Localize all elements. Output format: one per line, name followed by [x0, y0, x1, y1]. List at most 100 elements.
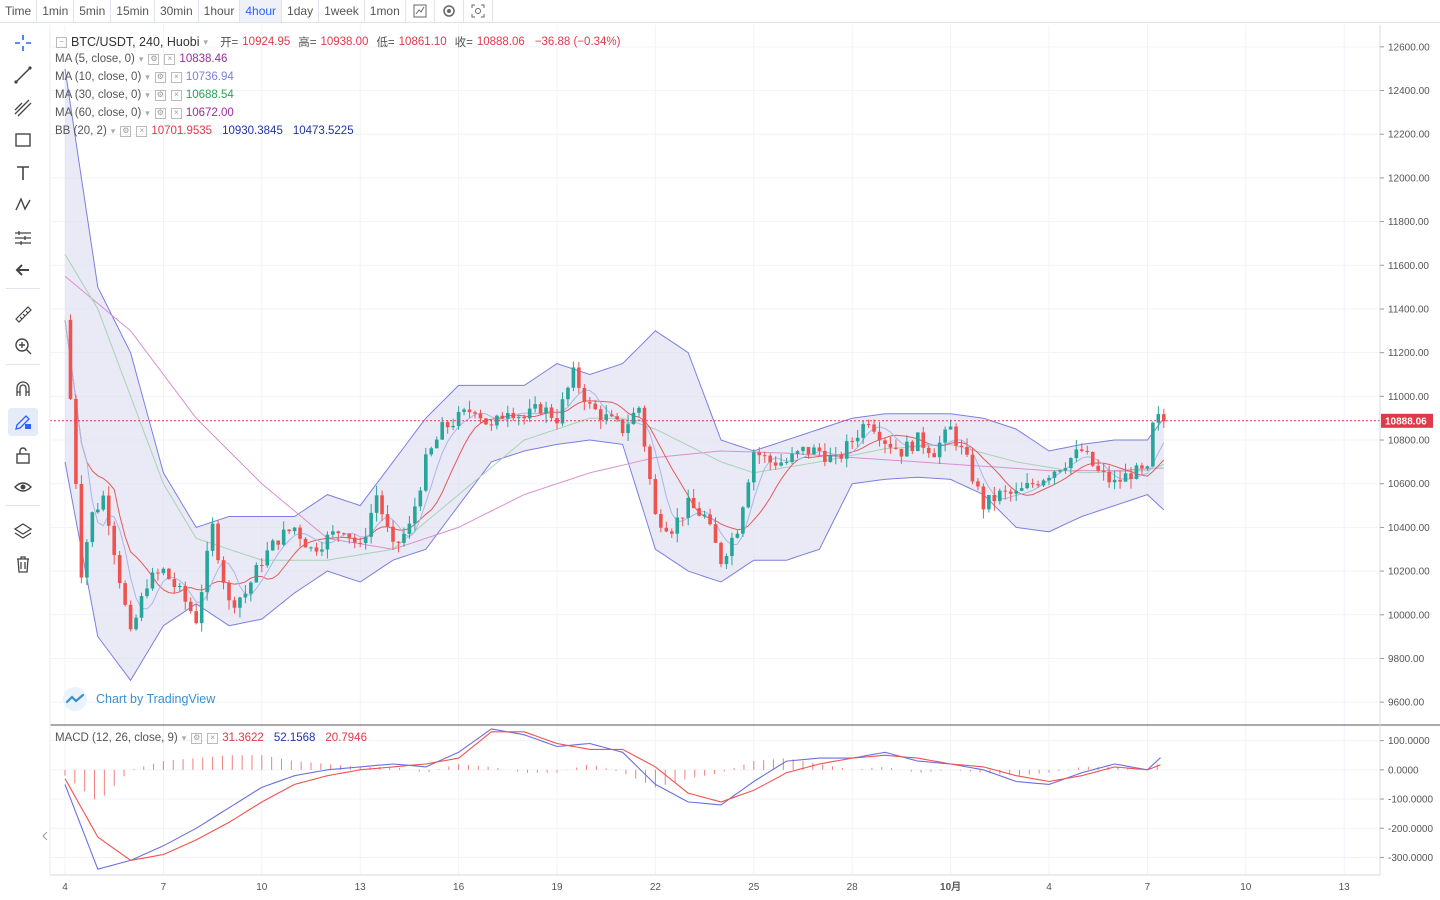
- pencil-lock-icon[interactable]: [8, 408, 38, 436]
- bollinger-upper-line: [64, 68, 1165, 528]
- interval-1mon[interactable]: 1mon: [365, 0, 406, 22]
- trash-icon[interactable]: [8, 550, 38, 578]
- price-tick-label: 9600.00: [1388, 698, 1425, 709]
- close-icon[interactable]: ×: [170, 107, 182, 119]
- interval-5min[interactable]: 5min: [74, 0, 112, 22]
- ma5-value: 10838.46: [179, 53, 228, 65]
- candle: [123, 580, 127, 607]
- settings-icon[interactable]: ⚙: [148, 53, 160, 65]
- close-icon[interactable]: ×: [170, 71, 182, 83]
- last-price-tag-text: 10888.06: [1385, 416, 1427, 427]
- open-label: 开=: [220, 37, 239, 49]
- chevron-down-icon[interactable]: ▾: [145, 107, 150, 118]
- ma60-value: 10672.00: [185, 107, 234, 119]
- screenshot-icon[interactable]: [464, 0, 493, 22]
- settings-icon[interactable]: ⚙: [120, 125, 132, 137]
- indicator-icon[interactable]: [406, 0, 435, 22]
- candle: [1014, 482, 1018, 502]
- interval-30min[interactable]: 30min: [155, 0, 199, 22]
- candle-body: [877, 431, 882, 441]
- toolbar-divider: [6, 364, 40, 365]
- candle-body: [555, 417, 559, 424]
- candle-body: [221, 560, 226, 583]
- chevron-down-icon[interactable]: ▾: [138, 53, 144, 64]
- chevron-down-icon[interactable]: ▾: [145, 89, 150, 100]
- candle-body: [566, 387, 570, 400]
- interval-4hour[interactable]: 4hour: [240, 0, 283, 22]
- candle-body: [1069, 458, 1073, 469]
- interval-15min[interactable]: 15min: [111, 0, 155, 22]
- pattern-icon[interactable]: [8, 191, 38, 219]
- candle-body: [347, 533, 352, 538]
- settings-icon[interactable]: ⚙: [154, 89, 166, 101]
- candle: [79, 475, 84, 584]
- ma30-line: [64, 254, 1164, 561]
- interval-time[interactable]: Time: [0, 0, 38, 22]
- chevron-down-icon[interactable]: ▾: [181, 732, 187, 743]
- candle: [675, 508, 680, 543]
- close-icon[interactable]: ×: [164, 53, 176, 65]
- candle-body: [402, 533, 406, 543]
- text-icon[interactable]: [8, 159, 38, 187]
- candle-body: [959, 445, 964, 447]
- price-tick-label: 11000.00: [1388, 392, 1429, 403]
- candle: [861, 420, 865, 444]
- back-arrow-icon[interactable]: [8, 256, 38, 284]
- candle: [506, 405, 510, 428]
- candle: [254, 562, 259, 583]
- candle: [850, 437, 854, 450]
- lock-icon[interactable]: [8, 441, 38, 469]
- candle: [970, 448, 975, 485]
- candle: [112, 521, 116, 565]
- candle: [538, 402, 543, 415]
- zoom-icon[interactable]: [8, 332, 38, 360]
- magnet-icon[interactable]: [8, 375, 38, 403]
- settings-icon[interactable]: [435, 0, 464, 22]
- chevron-down-icon[interactable]: ▾: [110, 125, 116, 136]
- candle: [90, 511, 95, 548]
- trend-line-icon[interactable]: [8, 61, 38, 89]
- tradingview-watermark[interactable]: Chart by TradingView: [62, 686, 215, 712]
- close-icon[interactable]: ×: [170, 89, 182, 101]
- chevron-down-icon[interactable]: ▾: [145, 71, 150, 82]
- interval-1min[interactable]: 1min: [37, 0, 75, 22]
- eye-icon[interactable]: [8, 473, 38, 501]
- interval-1hour[interactable]: 1hour: [199, 0, 241, 22]
- close-icon[interactable]: ×: [136, 125, 148, 137]
- candle: [281, 521, 286, 547]
- chevron-down-icon[interactable]: ▾: [203, 36, 209, 47]
- rectangle-icon[interactable]: [8, 126, 38, 154]
- settings-icon[interactable]: ⚙: [191, 732, 203, 744]
- interval-1week[interactable]: 1week: [319, 0, 365, 22]
- candle-body: [320, 549, 324, 552]
- settings-icon[interactable]: ⚙: [154, 107, 166, 119]
- candle-body: [527, 408, 532, 419]
- candle-body: [74, 398, 78, 484]
- candle: [106, 486, 111, 536]
- date-tick-label: 10月: [940, 881, 961, 893]
- candle: [702, 510, 707, 519]
- candle-body: [1140, 465, 1144, 469]
- candle-body: [905, 441, 909, 457]
- collapse-icon[interactable]: −: [56, 36, 67, 48]
- candle: [1003, 485, 1008, 500]
- measure-grid-icon[interactable]: [8, 224, 38, 252]
- ruler-icon[interactable]: [8, 300, 38, 328]
- candle-body: [85, 542, 89, 578]
- settings-icon[interactable]: ⚙: [154, 71, 166, 83]
- crosshair-icon[interactable]: [8, 29, 38, 57]
- candle: [834, 446, 838, 465]
- interval-1day[interactable]: 1day: [282, 0, 320, 22]
- candle-body: [752, 452, 756, 483]
- candle: [1080, 443, 1084, 453]
- candle: [680, 517, 685, 527]
- layers-icon[interactable]: [8, 517, 38, 545]
- bollinger-band-fill: [65, 68, 1164, 681]
- candle-body: [478, 413, 483, 419]
- close-icon[interactable]: ×: [207, 732, 219, 744]
- candle: [1090, 451, 1095, 468]
- candle: [932, 448, 936, 458]
- pitchfork-icon[interactable]: [8, 94, 38, 122]
- scroll-left-icon[interactable]: [42, 831, 48, 841]
